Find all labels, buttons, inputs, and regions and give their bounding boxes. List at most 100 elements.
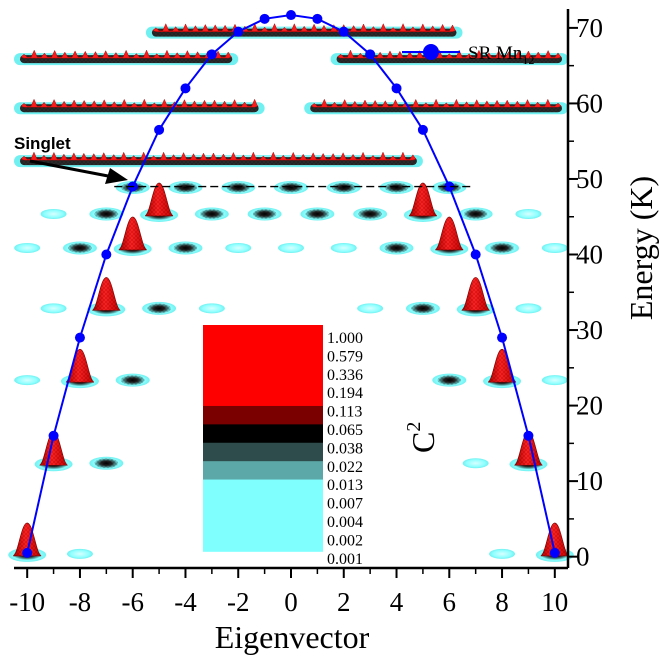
axes: -10 -8 -6 -4 -2 0 2 4 6 8 10 0 10 20 30 40 50 60 70 Eigenve… [9, 9, 659, 655]
colorbar-level-label: 0.579 [327, 348, 363, 365]
peak-mesh [514, 432, 543, 466]
density-mesh [490, 242, 515, 253]
band-peaks [152, 23, 456, 32]
cyan-density-blob [225, 242, 252, 253]
peak-mesh [435, 216, 464, 250]
colorbar-swatch [203, 405, 323, 425]
colorbar-swatch [203, 442, 323, 462]
density-mesh [384, 182, 409, 193]
cyan-density-blob [330, 242, 357, 253]
cyan-density-blob [198, 303, 225, 314]
colorbar-level-label: 0.022 [327, 459, 363, 476]
singlet-arrow-head [105, 168, 128, 184]
y-tick-label: 50 [576, 164, 603, 194]
band-peaks [20, 49, 232, 59]
peak-mesh [488, 349, 517, 383]
legend-marker [423, 44, 439, 60]
x-tick-label: -8 [69, 587, 92, 617]
colorbar-swatch [203, 461, 323, 481]
x-tick-label: -10 [9, 587, 45, 617]
cyan-density-blob [14, 242, 41, 253]
cyan-density-blob [515, 303, 542, 314]
x-tick-label: 0 [284, 587, 298, 617]
legend-label-subscript: 12 [522, 53, 534, 67]
x-tick-label: 8 [495, 587, 509, 617]
data-point [549, 547, 560, 558]
singlet-label: Singlet [14, 134, 71, 153]
singlet-annotation: Singlet [14, 134, 474, 188]
cyan-density-blob [278, 242, 304, 253]
x-tick-label: -6 [121, 587, 144, 617]
colorbar-level-label: 0.065 [327, 422, 363, 439]
density-mesh [279, 182, 303, 193]
density-mesh [305, 208, 330, 219]
density-mesh [173, 242, 198, 253]
x-tick-label: 2 [337, 587, 351, 617]
density-mesh [199, 208, 224, 219]
peak-mesh [408, 182, 437, 216]
density-mesh [384, 242, 409, 253]
colorbar-level-label: 0.113 [327, 404, 362, 421]
data-point [286, 10, 296, 21]
legend: SR Mn12 [402, 43, 534, 67]
colorbar-title-sup: 2 [403, 422, 425, 432]
data-point [180, 83, 191, 94]
legend-label: SR Mn12 [468, 43, 534, 67]
colorbar-level-label: 1.000 [327, 330, 363, 347]
peak-mesh [540, 522, 569, 556]
x-tick-label: -2 [227, 587, 250, 617]
data-point [444, 181, 455, 192]
colorbar-level-label: 0.336 [327, 367, 363, 384]
x-tick-label: -4 [174, 587, 197, 617]
data-point [312, 13, 323, 24]
colorbar-title-main: C [405, 432, 441, 453]
peak-mesh [39, 432, 68, 466]
singlet-arrow-shaft [29, 159, 109, 178]
density-mesh [331, 182, 356, 193]
density-mesh [358, 208, 383, 219]
density-mesh [252, 208, 277, 219]
density-mesh [147, 303, 172, 314]
data-point [523, 430, 534, 441]
peak-mesh [145, 182, 174, 216]
colorbar-swatch [203, 479, 323, 552]
cyan-density-blob [541, 242, 568, 253]
y-axis-title: Energy (K) [623, 176, 659, 320]
x-tick-label: 10 [541, 587, 568, 617]
colorbar-swatch [203, 424, 323, 444]
band-peaks [20, 151, 417, 161]
band-peaks [20, 98, 258, 108]
y-tick-label: 20 [576, 391, 603, 421]
x-tick-label: 4 [390, 587, 404, 617]
colorbar-level-label: 0.194 [327, 385, 363, 402]
density-mesh [94, 458, 119, 469]
data-point [470, 249, 481, 260]
colorbar-swatch [203, 325, 323, 407]
peak-mesh [118, 216, 147, 250]
cyan-density-blob [489, 548, 516, 559]
cyan-density-blob [66, 548, 93, 559]
colorbar-level-label: 0.007 [327, 496, 363, 513]
data-point [206, 49, 217, 60]
data-point [391, 83, 402, 94]
density-mesh [463, 208, 488, 219]
y-tick-label: 0 [576, 542, 590, 572]
data-point [259, 13, 270, 24]
cyan-density-blob [14, 375, 41, 386]
density-mesh [173, 182, 198, 193]
data-point [74, 332, 85, 343]
data-point [154, 124, 165, 135]
cyan-density-blob [40, 303, 67, 314]
cyan-density-blob [462, 458, 489, 469]
x-tick-label: 6 [443, 587, 457, 617]
y-tick-label: 40 [576, 240, 603, 270]
peak-mesh [461, 277, 490, 311]
series-sr-mn12 [22, 10, 560, 558]
data-point [22, 547, 33, 558]
cyan-density-blob [515, 208, 542, 219]
y-tick-label: 70 [576, 13, 603, 43]
colorbar-level-label: 0.002 [327, 532, 363, 549]
density-mesh [94, 208, 119, 219]
